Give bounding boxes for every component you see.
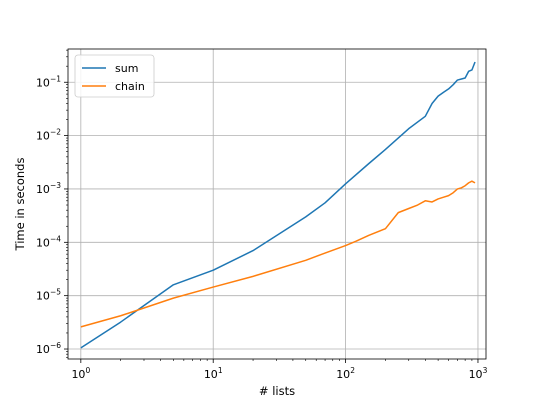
series-line-chain [80, 180, 476, 328]
plot-frame [67, 48, 487, 360]
y-axis-label: Time in seconds [13, 158, 27, 252]
y-tick-exponent: −6 [50, 341, 61, 350]
y-tick-base: 10 [36, 130, 50, 143]
x-tick-exponent: 3 [483, 366, 488, 375]
x-tick-label: 100 [71, 366, 90, 381]
legend: sum chain [74, 54, 155, 98]
x-tick-base: 10 [469, 368, 483, 381]
x-tick-base: 10 [71, 368, 85, 381]
y-tick-base: 10 [36, 290, 50, 303]
x-tick-exponent: 1 [218, 366, 223, 375]
x-tick-exponent: 0 [85, 366, 90, 375]
x-tick-label: 101 [204, 366, 223, 381]
grid [68, 49, 486, 359]
x-tick-label: 102 [336, 366, 355, 381]
y-tick-base: 10 [36, 76, 50, 89]
y-tick-label: 10−5 [36, 288, 61, 303]
y-tick-label: 10−6 [36, 341, 61, 356]
legend-label-chain: chain [115, 80, 145, 93]
series-line-sum [80, 61, 476, 349]
plot-lines [80, 61, 476, 349]
y-tick-label: 10−2 [36, 128, 61, 143]
y-tick-base: 10 [36, 183, 50, 196]
y-tick-exponent: −4 [50, 234, 61, 243]
y-tick-exponent: −2 [50, 128, 61, 137]
y-tick-base: 10 [36, 343, 50, 356]
legend-label-sum: sum [115, 62, 138, 75]
y-tick-label: 10−4 [36, 234, 61, 249]
y-tick-label: 10−1 [36, 74, 61, 89]
y-tick-exponent: −1 [50, 74, 61, 83]
x-axis-ticks: 100 101 102 103 [71, 359, 488, 381]
y-tick-exponent: −3 [50, 181, 61, 190]
y-tick-label: 10−3 [36, 181, 61, 196]
x-tick-exponent: 2 [350, 366, 355, 375]
y-axis-ticks: 10−610−510−410−310−210−1 [36, 49, 68, 358]
y-tick-base: 10 [36, 236, 50, 249]
x-tick-base: 10 [204, 368, 218, 381]
x-axis-label: # lists [259, 384, 295, 398]
y-tick-exponent: −5 [50, 288, 61, 297]
x-tick-label: 103 [469, 366, 488, 381]
x-tick-base: 10 [336, 368, 350, 381]
